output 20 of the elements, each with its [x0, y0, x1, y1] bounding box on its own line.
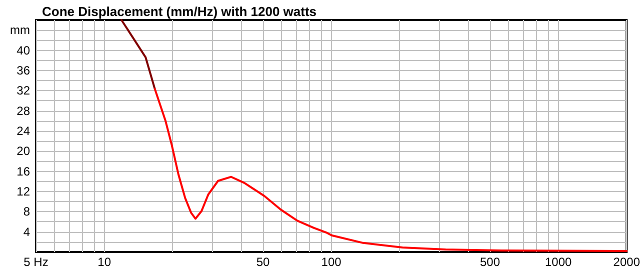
y-tick-label: mm	[10, 23, 30, 38]
x-tick-label: 50	[256, 255, 270, 269]
y-tick-label: 12	[16, 184, 30, 198]
y-tick-label: 36	[16, 63, 30, 78]
line-series	[120, 19, 156, 90]
y-tick-label: 28	[16, 104, 30, 118]
y-tick-label: 20	[16, 144, 30, 158]
y-tick-label: 32	[16, 84, 30, 98]
chart-title: Cone Displacement (mm/Hz) with 1200 watts	[42, 4, 317, 19]
y-tick-label: 16	[16, 164, 30, 178]
x-tick-label: 500	[480, 255, 500, 269]
y-tick-label: 24	[16, 124, 30, 138]
x-tick-label: 10	[98, 255, 112, 269]
y-tick-label: 8	[23, 204, 30, 219]
x-tick-label: 2000	[613, 255, 640, 269]
y-tick-label: 40	[16, 43, 30, 58]
x-tick-label: 1000	[544, 255, 572, 269]
x-tick-label: 5 Hz	[24, 255, 48, 269]
x-tick-label: 100	[321, 255, 342, 269]
y-tick-label: 4	[23, 224, 30, 239]
